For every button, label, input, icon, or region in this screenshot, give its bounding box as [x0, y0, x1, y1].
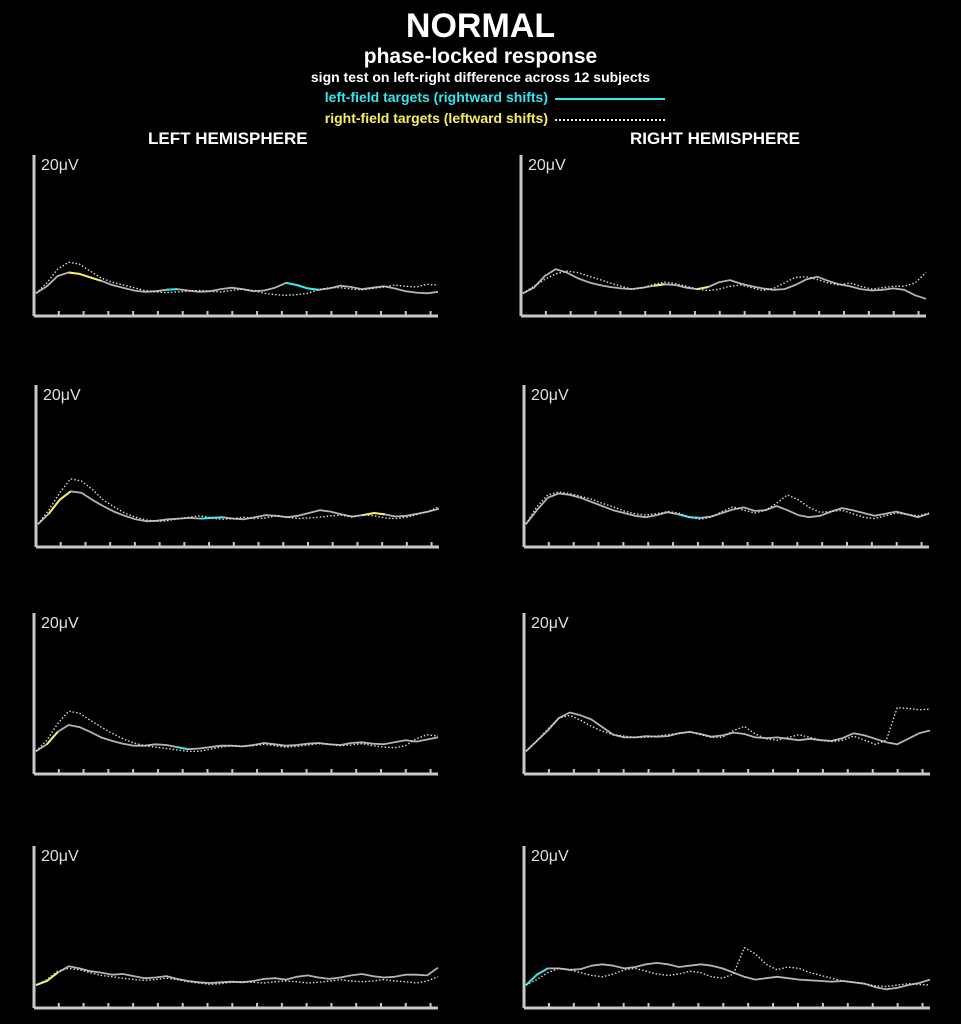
legend-item-left-field: left-field targets (rightward shifts) [0, 89, 961, 109]
trace-dotted [35, 261, 439, 296]
significance-highlight-cyan [166, 288, 178, 291]
panel-right-1: 20μV [519, 155, 927, 318]
panel-left-1: 20μV [32, 155, 439, 318]
significance-highlight-yellow [48, 490, 72, 515]
significance-highlight-yellow [46, 731, 59, 745]
legend-swatch-solid [555, 98, 665, 100]
significance-highlight-yellow [362, 512, 385, 517]
significance-highlight-cyan [200, 516, 223, 520]
panel-right-2: 20μV [522, 385, 930, 549]
panel-right-4: 20μV [522, 846, 931, 1010]
chart-subtitle: phase-locked response [363, 45, 598, 68]
trace-solid [525, 492, 930, 525]
significance-highlight-cyan [525, 967, 549, 986]
trace-dotted [525, 707, 931, 752]
trace-solid [35, 271, 439, 295]
trace-dotted [522, 270, 927, 294]
scale-label: 20μV [41, 848, 79, 865]
trace-dotted [35, 967, 439, 986]
scale-label: 20μV [531, 615, 569, 632]
scale-label: 20μV [41, 157, 79, 174]
trace-dotted [525, 946, 931, 988]
panel-left-3: 20μV [32, 613, 439, 776]
trace-dotted [35, 710, 439, 752]
trace-dotted [37, 478, 440, 525]
legend-label-right-field: right-field targets (leftward shifts) [324, 110, 548, 126]
trace-solid [522, 268, 927, 300]
trace-dotted [525, 491, 930, 525]
scale-label: 20μV [531, 848, 569, 865]
legend-swatch-dotted [555, 119, 665, 121]
column-header-left: LEFT HEMISPHERE [148, 129, 308, 148]
scale-label: 20μV [528, 157, 566, 174]
trace-solid [525, 962, 931, 991]
chart-title: NORMAL [405, 7, 556, 45]
chart-note: sign test on left-right difference acros… [310, 69, 651, 85]
significance-highlight-cyan [285, 281, 319, 291]
significance-highlight-cyan [177, 746, 189, 751]
trace-solid [35, 724, 439, 753]
panel-right-3: 20μV [522, 613, 931, 776]
significance-highlight-yellow [68, 271, 102, 282]
column-header-right: RIGHT HEMISPHERE [630, 129, 801, 148]
legend-label-left-field: left-field targets (rightward shifts) [324, 89, 548, 105]
panel-left-4: 20μV [32, 846, 439, 1010]
legend-item-right-field: right-field targets (leftward shifts) [0, 110, 961, 130]
trace-solid [525, 711, 931, 752]
panel-left-2: 20μV [34, 385, 440, 549]
scale-label: 20μV [43, 387, 81, 404]
significance-highlight-yellow [653, 283, 665, 287]
scale-label: 20μV [531, 387, 569, 404]
scale-label: 20μV [41, 615, 79, 632]
trace-solid [37, 490, 440, 525]
